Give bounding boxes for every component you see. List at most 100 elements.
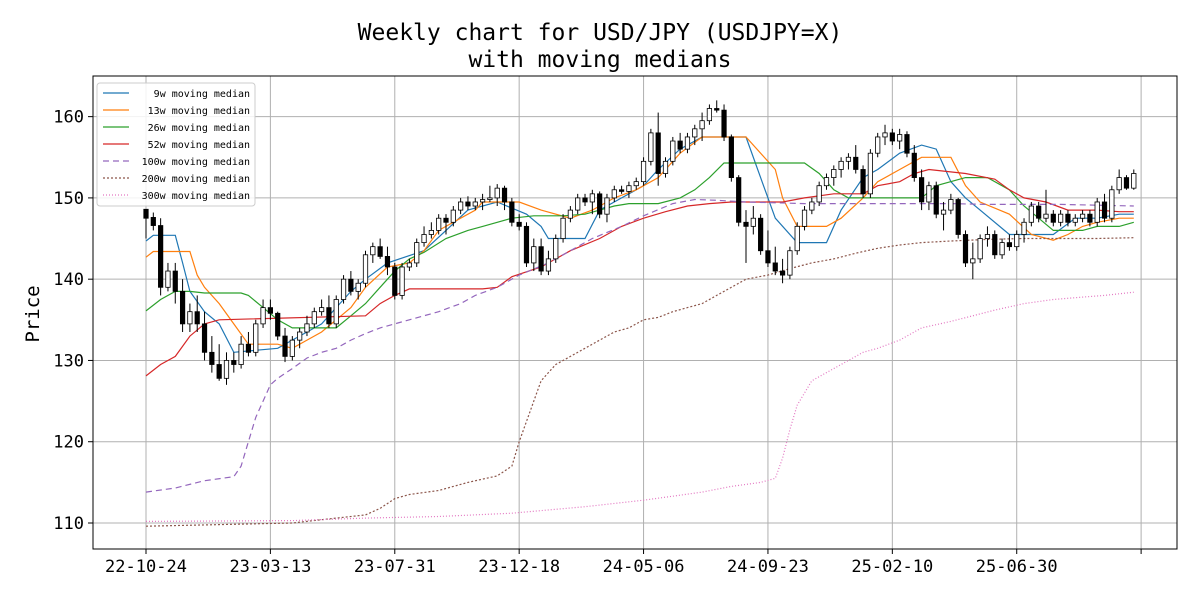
candle-body xyxy=(1131,173,1137,189)
candle-body xyxy=(1101,201,1108,219)
legend-label: 26w moving median xyxy=(148,123,250,134)
candle-body xyxy=(933,185,939,215)
candle-body xyxy=(728,136,734,178)
candle-body xyxy=(809,201,815,211)
candle-body xyxy=(223,360,230,379)
candle-body xyxy=(384,256,391,268)
legend-label: 13w moving median xyxy=(148,106,250,117)
series-line xyxy=(145,291,1134,523)
candle-body xyxy=(165,270,171,288)
candle-body xyxy=(362,254,369,284)
candle-body xyxy=(172,270,178,292)
y-tick-label: 160 xyxy=(53,108,84,128)
candle-body xyxy=(801,209,808,227)
moving-median-lines xyxy=(145,136,1134,527)
legend-label: 52w moving median xyxy=(148,140,250,151)
candle-body xyxy=(692,128,698,138)
candle-body xyxy=(897,134,903,142)
chart-title: Weekly chart for USD/JPY (USDJPY=X) with… xyxy=(0,20,1200,74)
candle-body xyxy=(523,225,530,264)
candle-body xyxy=(889,132,895,142)
candle-body xyxy=(750,217,756,227)
candle-body xyxy=(743,221,749,227)
candle-body xyxy=(553,238,559,260)
candle-body xyxy=(1043,213,1049,219)
candle-body xyxy=(662,160,669,174)
candle-body xyxy=(977,238,983,260)
candle-body xyxy=(436,217,442,231)
candle-body xyxy=(582,197,588,203)
candle-body xyxy=(275,312,281,337)
y-tick-label: 140 xyxy=(53,270,84,290)
candle-body xyxy=(611,189,617,199)
candle-body xyxy=(597,193,603,215)
x-tick-label: 23-03-13 xyxy=(229,557,311,577)
x-tick-label: 25-06-30 xyxy=(976,557,1058,577)
candle-body xyxy=(143,208,149,219)
candle-body xyxy=(465,201,471,207)
candle-body xyxy=(231,360,237,365)
candle-body xyxy=(736,177,742,223)
candle-body xyxy=(560,217,566,239)
x-tick-label: 23-12-18 xyxy=(478,557,560,577)
candle-body xyxy=(1028,205,1034,223)
candle-body xyxy=(414,242,420,264)
y-tick-label: 110 xyxy=(53,514,84,534)
candle-body xyxy=(853,156,859,170)
candle-body xyxy=(304,323,310,333)
candle-body xyxy=(911,152,917,178)
candle-body xyxy=(289,339,295,357)
candle-body xyxy=(714,108,720,111)
candle-body xyxy=(282,335,288,357)
candle-body xyxy=(1014,234,1020,248)
candle-body xyxy=(509,201,515,223)
candle-body xyxy=(1109,189,1115,219)
candle-body xyxy=(1006,242,1013,248)
candle-body xyxy=(816,185,822,203)
x-axis-ticks: 22-10-24 23-03-13 23-07-31 23-12-18 24-05-06… xyxy=(105,549,1142,577)
candle-body xyxy=(1079,213,1086,219)
candle-body xyxy=(319,307,325,313)
candle-body xyxy=(999,242,1005,256)
candle-body xyxy=(838,160,844,170)
candle-body xyxy=(450,209,456,223)
candle-body xyxy=(940,209,947,215)
candle-body xyxy=(1050,213,1056,223)
candle-body xyxy=(501,187,508,203)
candle-body xyxy=(567,209,573,219)
candle-body xyxy=(479,199,486,203)
candle-body xyxy=(245,343,252,353)
candle-body xyxy=(626,185,632,192)
candle-body xyxy=(772,262,778,272)
candle-body xyxy=(699,120,705,130)
candle-body xyxy=(604,197,610,215)
candle-body xyxy=(670,140,676,162)
legend-box xyxy=(96,82,256,207)
candle-body xyxy=(575,197,581,211)
candle-body xyxy=(823,177,830,187)
candle-body xyxy=(1087,213,1093,223)
y-tick-label: 150 xyxy=(53,189,84,209)
candle-body xyxy=(355,282,361,292)
candle-body xyxy=(882,132,888,138)
candle-body xyxy=(326,307,332,325)
candle-body xyxy=(150,217,156,226)
candle-body xyxy=(926,185,932,203)
candles xyxy=(143,100,1137,385)
candle-body xyxy=(531,246,537,264)
candle-body xyxy=(487,197,493,200)
candle-body xyxy=(992,234,998,256)
candle-body xyxy=(831,169,837,178)
candle-body xyxy=(758,217,764,252)
candle-body xyxy=(443,217,449,223)
candle-body xyxy=(377,246,383,257)
x-tick-label: 22-10-24 xyxy=(105,557,187,577)
x-tick-label: 23-07-31 xyxy=(354,557,436,577)
candle-body xyxy=(297,331,303,341)
candle-body xyxy=(538,246,544,272)
candle-body xyxy=(794,225,800,252)
chart-title-line2: with moving medians xyxy=(468,47,732,73)
candle-body xyxy=(406,262,413,268)
candle-body xyxy=(179,290,186,325)
